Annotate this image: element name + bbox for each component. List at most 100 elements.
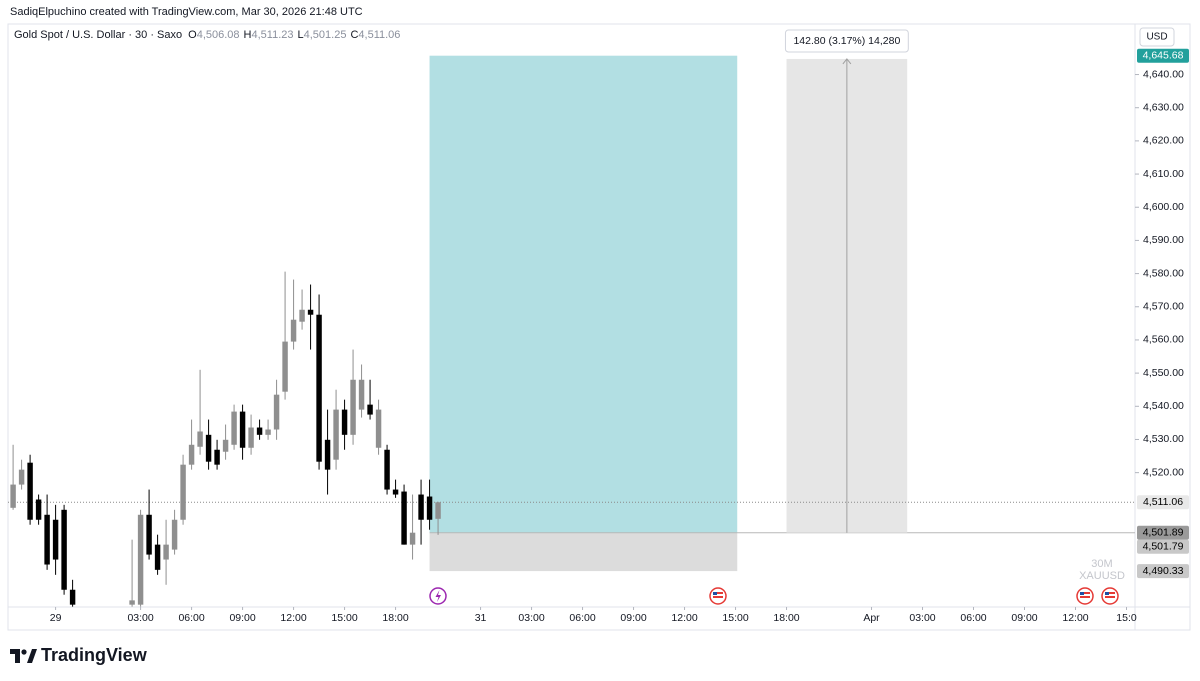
candle-body	[129, 600, 135, 605]
x-tick-label: Apr	[863, 612, 880, 624]
candle-body	[52, 519, 59, 560]
candle-body	[180, 464, 186, 520]
price-label: 4,490.33	[1143, 565, 1184, 577]
candle-body	[375, 409, 382, 448]
price-label: 4,511.06	[1143, 496, 1183, 508]
candle-body	[214, 449, 220, 465]
candle-body	[265, 429, 271, 435]
candle-body	[61, 509, 67, 590]
y-tick-label: 4,580.00	[1143, 267, 1184, 279]
candle-body	[392, 489, 399, 495]
candle-body	[69, 589, 76, 605]
loss-zone	[429, 532, 738, 572]
chart-frame	[7, 23, 1191, 631]
y-tick-label: 4,640.00	[1143, 68, 1184, 80]
y-tick-label: 4,550.00	[1143, 367, 1184, 379]
y-tick-label: 4,540.00	[1143, 400, 1184, 412]
currency-box[interactable]	[1139, 27, 1175, 47]
ohlc-value: 4,506.08	[197, 29, 240, 41]
candle-body	[367, 404, 373, 415]
price-label-box	[1137, 495, 1189, 510]
candle-body	[197, 431, 203, 447]
watermark: 30M	[1091, 558, 1112, 570]
candle-body	[27, 462, 33, 520]
candle-body	[333, 409, 339, 460]
x-tick-label: 12:00	[1062, 612, 1088, 624]
candle-body	[248, 427, 254, 448]
currency: USD	[1146, 32, 1167, 43]
event-icon[interactable]	[429, 587, 447, 605]
candle-body	[401, 491, 407, 545]
candle-body	[418, 494, 424, 520]
candle-body	[10, 484, 16, 508]
candle-body	[273, 394, 280, 430]
x-tick-label: 06:00	[569, 612, 595, 624]
y-tick-label: 4,570.00	[1143, 301, 1184, 313]
watermark: XAUUSD	[1079, 570, 1125, 582]
candle-body	[384, 449, 390, 490]
y-tick-label: 4,520.00	[1143, 466, 1184, 478]
candle-body	[222, 439, 229, 452]
candle-body	[163, 544, 169, 560]
candle-body	[256, 427, 263, 435]
x-tick-label: 09:00	[1011, 612, 1037, 624]
ohlc-key: O	[188, 29, 197, 41]
candle-body	[282, 341, 288, 392]
credit: SadiqElpuchino created with TradingView.…	[10, 6, 363, 18]
event-flag[interactable]	[709, 587, 727, 605]
y-tick-label: 4,590.00	[1143, 234, 1184, 246]
candle-body	[409, 532, 416, 545]
y-tick-label: 4,610.00	[1143, 168, 1184, 180]
measure-label-box	[784, 29, 909, 53]
candle-body	[18, 469, 25, 485]
candle-body	[188, 444, 195, 465]
price-label-box	[1137, 48, 1189, 63]
candle-body	[299, 309, 305, 322]
price-label-box	[1137, 525, 1189, 540]
candle-body	[239, 411, 246, 448]
candle-body	[290, 319, 297, 342]
plot-area	[8, 55, 1135, 607]
x-tick-label: 15:00	[331, 612, 357, 624]
price-label-box	[1137, 539, 1189, 554]
overlay: 142.80 (3.17%) 14,280	[784, 29, 909, 53]
x-tick-label: 09:00	[620, 612, 646, 624]
candle-body	[341, 409, 348, 435]
candle-body	[350, 379, 356, 435]
price-label: 4,501.89	[1143, 527, 1184, 539]
x-tick-label: 12:00	[671, 612, 697, 624]
candle-body	[231, 411, 237, 445]
price-label-box	[1137, 564, 1189, 579]
price-label: 4,645.68	[1143, 49, 1184, 61]
candle-body	[35, 499, 42, 520]
x-tick-label: 29	[50, 612, 62, 624]
measure-arrowhead	[842, 58, 852, 65]
footer-brand: TradingView	[41, 645, 148, 665]
x-tick-label: 18:00	[382, 612, 408, 624]
y-tick-label: 4,630.00	[1143, 101, 1184, 113]
x-tick-label: 03:00	[909, 612, 935, 624]
x-tick-label: 03:00	[518, 612, 544, 624]
candle-body	[137, 514, 144, 605]
symbol-title: Gold Spot / U.S. Dollar · 30 · Saxo	[14, 29, 182, 41]
candle-body	[154, 544, 161, 570]
x-tick-label: 31	[475, 612, 487, 624]
y-tick-label: 4,530.00	[1143, 433, 1184, 445]
x-tick-label: 03:00	[127, 612, 153, 624]
candle-body	[205, 434, 212, 462]
event-flag[interactable]	[1076, 587, 1094, 605]
x-tick-label: 12:00	[280, 612, 306, 624]
candle-body	[146, 514, 152, 555]
x-tick-label: 06:00	[178, 612, 204, 624]
x-tick-label: 09:00	[229, 612, 255, 624]
candle-body	[435, 502, 441, 519]
candle-body	[171, 519, 178, 550]
candle-body	[44, 514, 50, 565]
ohlc-key: C	[350, 29, 358, 41]
ohlc-value: 4,501.25	[304, 29, 347, 41]
event-flag[interactable]	[1101, 587, 1119, 605]
price-label: 4,501.79	[1143, 541, 1184, 553]
candle-body	[426, 496, 433, 520]
y-tick-label: 4,560.00	[1143, 334, 1184, 346]
